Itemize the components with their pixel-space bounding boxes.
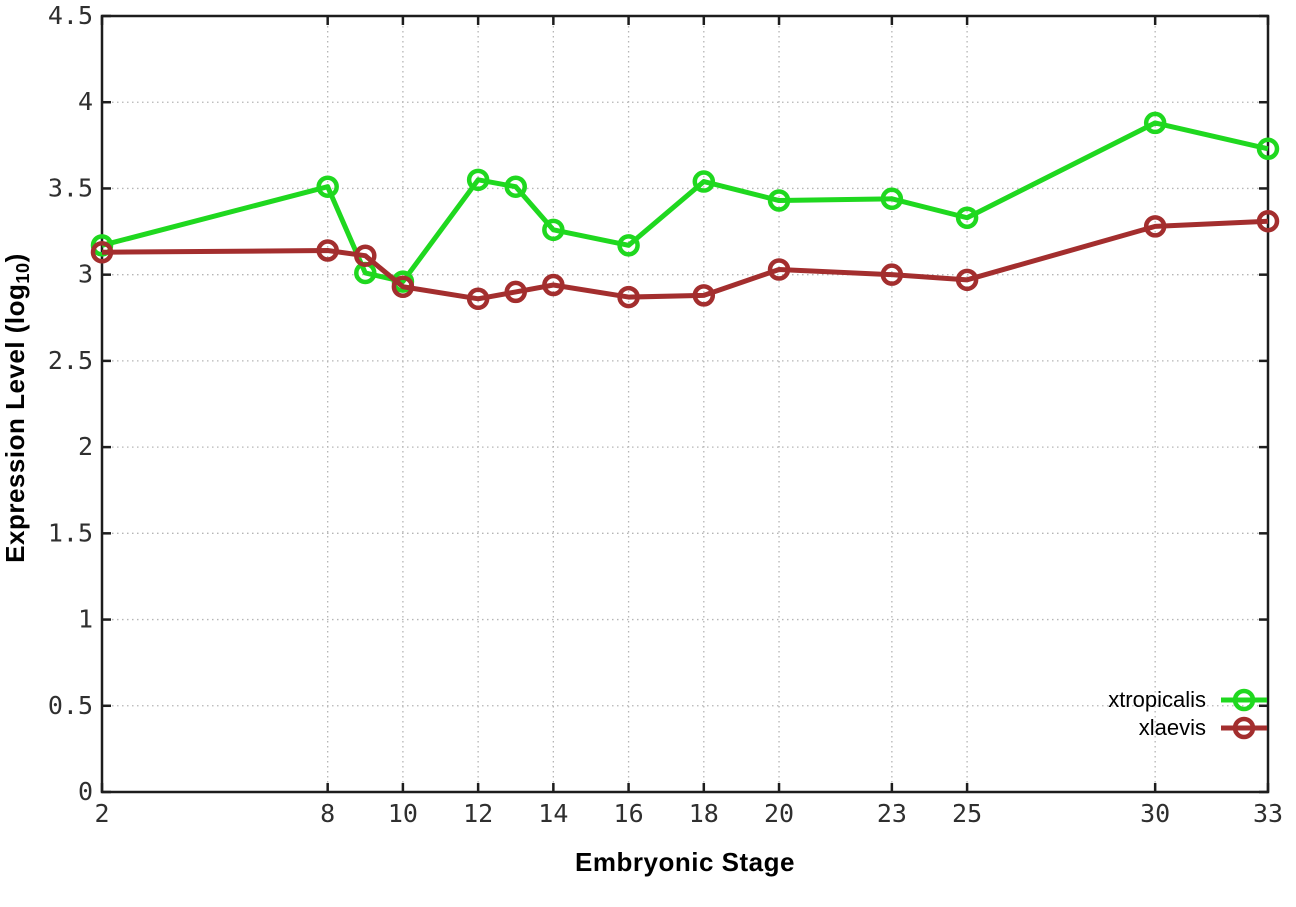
data-point-xlaevis bbox=[354, 244, 377, 267]
data-point-xlaevis bbox=[504, 280, 527, 304]
data-point-xtropicalis bbox=[466, 168, 490, 192]
x-axis-label: Embryonic Stage bbox=[575, 847, 795, 877]
legend-item-xtropicalis: xtropicalis bbox=[1108, 686, 1268, 714]
data-point-xtropicalis bbox=[692, 170, 716, 193]
y-axis-label-subscript: 10 bbox=[12, 262, 33, 284]
data-point-xlaevis bbox=[617, 285, 640, 309]
legend-marker-xlaevis-icon bbox=[1221, 716, 1267, 740]
x-tick-label: 33 bbox=[1253, 799, 1283, 828]
data-point-xtropicalis bbox=[316, 175, 339, 198]
y-tick-label: 1 bbox=[78, 605, 93, 634]
chart-legend: xtropicalis xlaevis bbox=[1108, 686, 1268, 742]
data-point-xtropicalis bbox=[504, 175, 527, 198]
y-tick-label: 3.5 bbox=[48, 173, 93, 202]
y-tick-label: 2.5 bbox=[48, 346, 93, 375]
data-point-xtropicalis bbox=[767, 189, 791, 212]
data-point-xlaevis bbox=[955, 268, 979, 292]
y-tick-label: 1.5 bbox=[48, 518, 93, 547]
y-axis-label-close: ) bbox=[0, 253, 31, 263]
x-tick-label: 12 bbox=[463, 799, 493, 828]
data-point-xlaevis bbox=[692, 284, 716, 307]
y-tick-label: 3 bbox=[78, 260, 93, 289]
data-point-xlaevis bbox=[1143, 215, 1167, 238]
data-point-xlaevis bbox=[391, 275, 415, 298]
legend-label-xlaevis: xlaevis bbox=[1138, 715, 1206, 740]
legend-label-xtropicalis: xtropicalis bbox=[1108, 687, 1206, 712]
legend-item-xlaevis: xlaevis bbox=[1108, 714, 1268, 742]
data-point-xtropicalis bbox=[617, 234, 640, 257]
x-tick-label: 14 bbox=[538, 799, 568, 828]
y-tick-label: 4 bbox=[78, 87, 93, 116]
series-line-xtropicalis bbox=[101, 120, 1269, 285]
plot-border bbox=[100, 14, 1270, 794]
y-tick-label: 0 bbox=[78, 777, 93, 806]
data-point-xlaevis bbox=[90, 240, 114, 264]
x-tick-label: 25 bbox=[952, 799, 982, 828]
y-axis-label-text: Expression Level (log bbox=[0, 283, 31, 563]
data-point-xtropicalis bbox=[955, 206, 979, 230]
data-point-xlaevis bbox=[316, 239, 339, 262]
data-point-xtropicalis bbox=[90, 234, 114, 257]
x-tick-label: 23 bbox=[877, 799, 907, 828]
y-axis-label: Expression Level (log10) bbox=[0, 253, 34, 563]
series-line-xlaevis bbox=[101, 218, 1269, 302]
x-tick-label: 18 bbox=[689, 799, 719, 828]
x-tick-label: 8 bbox=[320, 799, 335, 828]
data-point-xlaevis bbox=[542, 273, 565, 297]
y-tick-label: 0.5 bbox=[48, 691, 93, 720]
data-point-xlaevis bbox=[1256, 209, 1280, 233]
x-tick-label: 10 bbox=[388, 799, 418, 828]
x-tick-label: 30 bbox=[1140, 799, 1170, 828]
data-point-xtropicalis bbox=[880, 187, 904, 211]
data-point-xtropicalis bbox=[1143, 111, 1167, 135]
x-tick-label: 16 bbox=[614, 799, 644, 828]
legend-marker-xtropicalis-icon bbox=[1221, 688, 1267, 712]
y-tick-label: 2 bbox=[78, 432, 93, 461]
data-point-xtropicalis bbox=[542, 218, 565, 242]
data-point-xlaevis bbox=[767, 258, 791, 281]
y-tick-label: 4.5 bbox=[48, 1, 93, 30]
x-tick-label: 20 bbox=[764, 799, 794, 828]
data-point-xlaevis bbox=[880, 263, 904, 286]
data-point-xlaevis bbox=[466, 287, 490, 311]
data-point-xtropicalis bbox=[1256, 137, 1280, 161]
x-tick-label: 2 bbox=[94, 799, 109, 828]
